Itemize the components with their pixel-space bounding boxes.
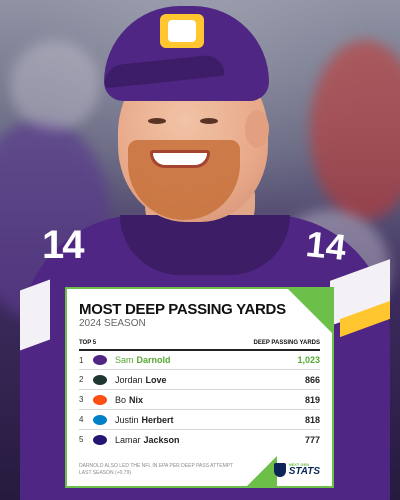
player-last-name: Love (145, 374, 167, 385)
background-blur (310, 40, 400, 220)
row-value: 819 (304, 394, 320, 405)
player-name: Jordan Love (115, 375, 167, 385)
row-value: 866 (304, 374, 320, 385)
player-first-name: Sam (115, 355, 134, 365)
column-header-value: DEEP PASSING YARDS (253, 340, 320, 346)
brand-top-text: NEXT GEN (288, 462, 310, 467)
player-name: Justin Herbert (115, 415, 174, 425)
column-header-rank: TOP 5 (79, 340, 97, 346)
row-rank: 2 (79, 375, 84, 384)
row-rank: 5 (79, 435, 84, 444)
player-last-name: Herbert (141, 414, 174, 425)
card-accent-corner (245, 456, 277, 488)
vikings-cap-logo-icon (160, 14, 204, 48)
player-name: Lamar Jackson (115, 435, 180, 445)
player-last-name: Darnold (136, 355, 171, 365)
eye (200, 118, 218, 124)
stats-card: MOST DEEP PASSING YARDS 2024 SEASON TOP … (65, 287, 334, 488)
card-title: MOST DEEP PASSING YARDS (79, 301, 286, 318)
player-first-name: Justin (115, 414, 139, 425)
player-name: Sam Darnold (115, 355, 171, 365)
eye (148, 118, 166, 124)
footnote: DARNOLD ALSO LED THE NFL IN EPA PER DEEP… (79, 463, 234, 476)
background-blur (10, 40, 100, 130)
next-gen-stats-logo: NEXT GEN STATS (273, 463, 320, 477)
brand-bottom-text: STATS (288, 466, 320, 477)
row-value: 777 (304, 434, 320, 445)
row-value: 818 (304, 414, 320, 425)
player-first-name: Jordan (115, 374, 143, 385)
leaderboard-row: 5 Lamar Jackson 777 (79, 429, 320, 449)
chargers-logo-icon (93, 414, 107, 425)
jersey-number-left: 14 (42, 223, 84, 267)
row-rank: 4 (79, 415, 84, 424)
ravens-logo-icon (93, 434, 107, 445)
row-value: 1,023 (297, 355, 320, 365)
row-rank: 3 (79, 395, 84, 404)
row-rank: 1 (79, 355, 84, 365)
player-last-name: Jackson (143, 434, 180, 445)
broncos-logo-icon (93, 394, 107, 405)
card-subtitle: 2024 SEASON (79, 318, 146, 329)
leaderboard-row: 3 Bo Nix 819 (79, 389, 320, 409)
leaderboard: 1 Sam Darnold 1,023 2 Jordan Love 866 3 Bo… (79, 349, 320, 449)
ear (245, 110, 269, 148)
card-accent-corner (286, 287, 334, 335)
player-first-name: Lamar (115, 434, 141, 445)
player-name: Bo Nix (115, 395, 143, 405)
smile (150, 150, 210, 168)
leaderboard-row: 4 Justin Herbert 818 (79, 409, 320, 429)
leaderboard-row: 2 Jordan Love 866 (79, 369, 320, 389)
brand-text: NEXT GEN STATS (289, 463, 320, 477)
vikings-logo-icon (93, 355, 107, 365)
nfl-shield-icon (273, 463, 286, 477)
collar (120, 215, 290, 275)
jersey-number-right: 14 (303, 223, 349, 268)
leaderboard-row: 1 Sam Darnold 1,023 (79, 349, 320, 369)
player-last-name: Nix (129, 394, 144, 405)
player-first-name: Bo (115, 394, 127, 405)
packers-logo-icon (93, 374, 107, 385)
jersey-stripe (20, 279, 50, 351)
